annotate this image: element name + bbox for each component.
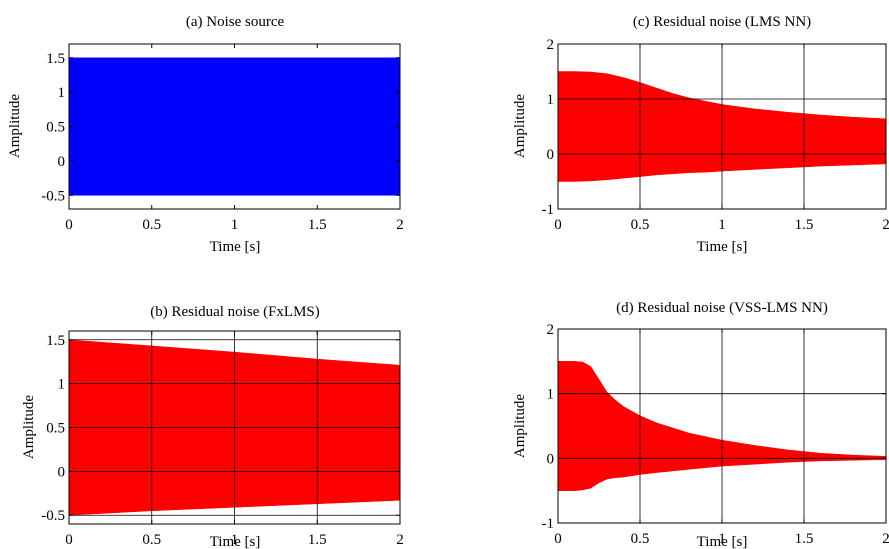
panel-d-xtick-label: 0.5 <box>631 531 650 547</box>
panel-d-ytick-label: 1 <box>547 387 555 403</box>
panel-c-xtick-label: 0 <box>554 217 562 233</box>
panel-b-ticks: 0 0.5 1 1.5 2-0.500.511.5 <box>41 331 404 548</box>
panel-c-xlabel: Time [s] <box>697 239 748 255</box>
panel-d-title: (d) Residual noise (VSS-LMS NN) <box>616 300 828 316</box>
panel-b-plot <box>68 331 401 524</box>
panel-c-plot <box>557 44 887 209</box>
panel-c-title: (c) Residual noise (LMS NN) <box>633 14 811 30</box>
panel-a-signal-band <box>68 57 401 196</box>
panel-b-xtick-label: 1 <box>231 532 239 548</box>
panel-a-ytick-label: 0 <box>58 154 66 170</box>
panel-a-ytick-label: 1 <box>58 85 66 101</box>
panel-d-xlabel: Time [s] <box>697 534 748 549</box>
panel-c-xtick-label: 1 <box>718 217 726 233</box>
panel-d-plot <box>557 329 887 523</box>
panel-c-ytick-label: -1 <box>542 202 555 218</box>
panel-b: (b) Residual noise (FxLMS) 0 0.5 1 1.5 2 -0.5… <box>21 304 404 549</box>
panel-b-xtick-label: 1.5 <box>308 532 327 548</box>
panel-b-title: (b) Residual noise (FxLMS) <box>150 304 320 320</box>
panel-d-ytick-label: 0 <box>547 451 555 467</box>
panel-d-ytick-label: -1 <box>542 516 555 532</box>
panel-b-xlabel: Time [s] <box>210 534 261 549</box>
panel-c-xtick-label: 0.5 <box>631 217 650 233</box>
panel-d-xtick-label: 0 <box>554 531 562 547</box>
panel-b-ytick-label: 0.5 <box>46 421 65 437</box>
panel-a-ytick-label: 1.5 <box>46 51 65 67</box>
panel-c-ylabel: Amplitude <box>512 94 528 159</box>
panel-c: (c) Residual noise (LMS NN) 0 0.5 1 1.5 2-10… <box>512 14 889 255</box>
panel-c-xtick-label: 1.5 <box>795 217 814 233</box>
panel-a-ticks: 0 0.5 1 1.5 2-0.500.511.5 <box>41 44 404 233</box>
panel-b-xtick-label: 0.5 <box>142 532 161 548</box>
panel-d: (d) Residual noise (VSS-LMS NN) 0 0.5 1 1.5… <box>512 300 889 549</box>
panel-a-xtick-label: 0 <box>65 217 73 233</box>
panel-a-xtick-label: 1.5 <box>308 217 327 233</box>
panel-d-ytick-label: 2 <box>547 322 555 338</box>
panel-a-ytick-label: -0.5 <box>41 188 65 204</box>
panel-c-ytick-label: 0 <box>547 147 555 163</box>
panel-a-xtick-label: 0.5 <box>142 217 161 233</box>
panel-b-ytick-label: 1.5 <box>46 333 65 349</box>
panel-a: (a) Noise source 0 0.5 1 1.5 2-0.500.511.5 T… <box>7 14 404 255</box>
panel-a-ylabel: Amplitude <box>7 94 23 159</box>
panel-b-xtick-label: 2 <box>396 532 404 548</box>
panel-b-ytick-label: 0 <box>58 464 66 480</box>
panel-c-ytick-label: 1 <box>547 92 555 108</box>
panel-a-xtick-label: 2 <box>396 217 404 233</box>
panel-a-plot <box>68 57 401 196</box>
panel-a-ytick-label: 0.5 <box>46 120 65 136</box>
panel-c-ytick-label: 2 <box>547 37 555 53</box>
panel-d-xtick-label: 1.5 <box>795 531 814 547</box>
panel-c-xtick-label: 2 <box>882 217 889 233</box>
panel-a-xtick-label: 1 <box>231 217 239 233</box>
panel-d-ylabel: Amplitude <box>512 394 528 459</box>
panel-d-xtick-label: 1 <box>718 531 726 547</box>
panel-a-title: (a) Noise source <box>186 14 285 30</box>
panel-b-ytick-label: -0.5 <box>41 508 65 524</box>
panel-b-xtick-label: 0 <box>65 532 73 548</box>
panel-a-xlabel: Time [s] <box>210 239 261 255</box>
panel-d-xtick-label: 2 <box>882 531 889 547</box>
panel-b-ylabel: Amplitude <box>21 395 37 460</box>
panel-b-ytick-label: 1 <box>58 377 66 393</box>
